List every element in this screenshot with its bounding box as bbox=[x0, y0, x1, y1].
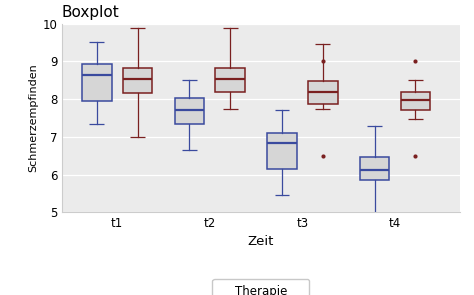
Text: Boxplot: Boxplot bbox=[62, 5, 119, 20]
Y-axis label: Schmerzempfinden: Schmerzempfinden bbox=[28, 64, 38, 172]
Legend: EG, KG: EG, KG bbox=[212, 279, 309, 295]
Bar bbox=[174, 98, 204, 124]
X-axis label: Zeit: Zeit bbox=[247, 235, 274, 248]
Bar bbox=[267, 133, 297, 169]
Bar bbox=[308, 81, 337, 104]
Bar bbox=[82, 64, 111, 101]
Bar bbox=[215, 68, 245, 91]
Bar bbox=[401, 92, 430, 110]
Bar bbox=[360, 157, 390, 180]
Bar bbox=[123, 68, 152, 94]
